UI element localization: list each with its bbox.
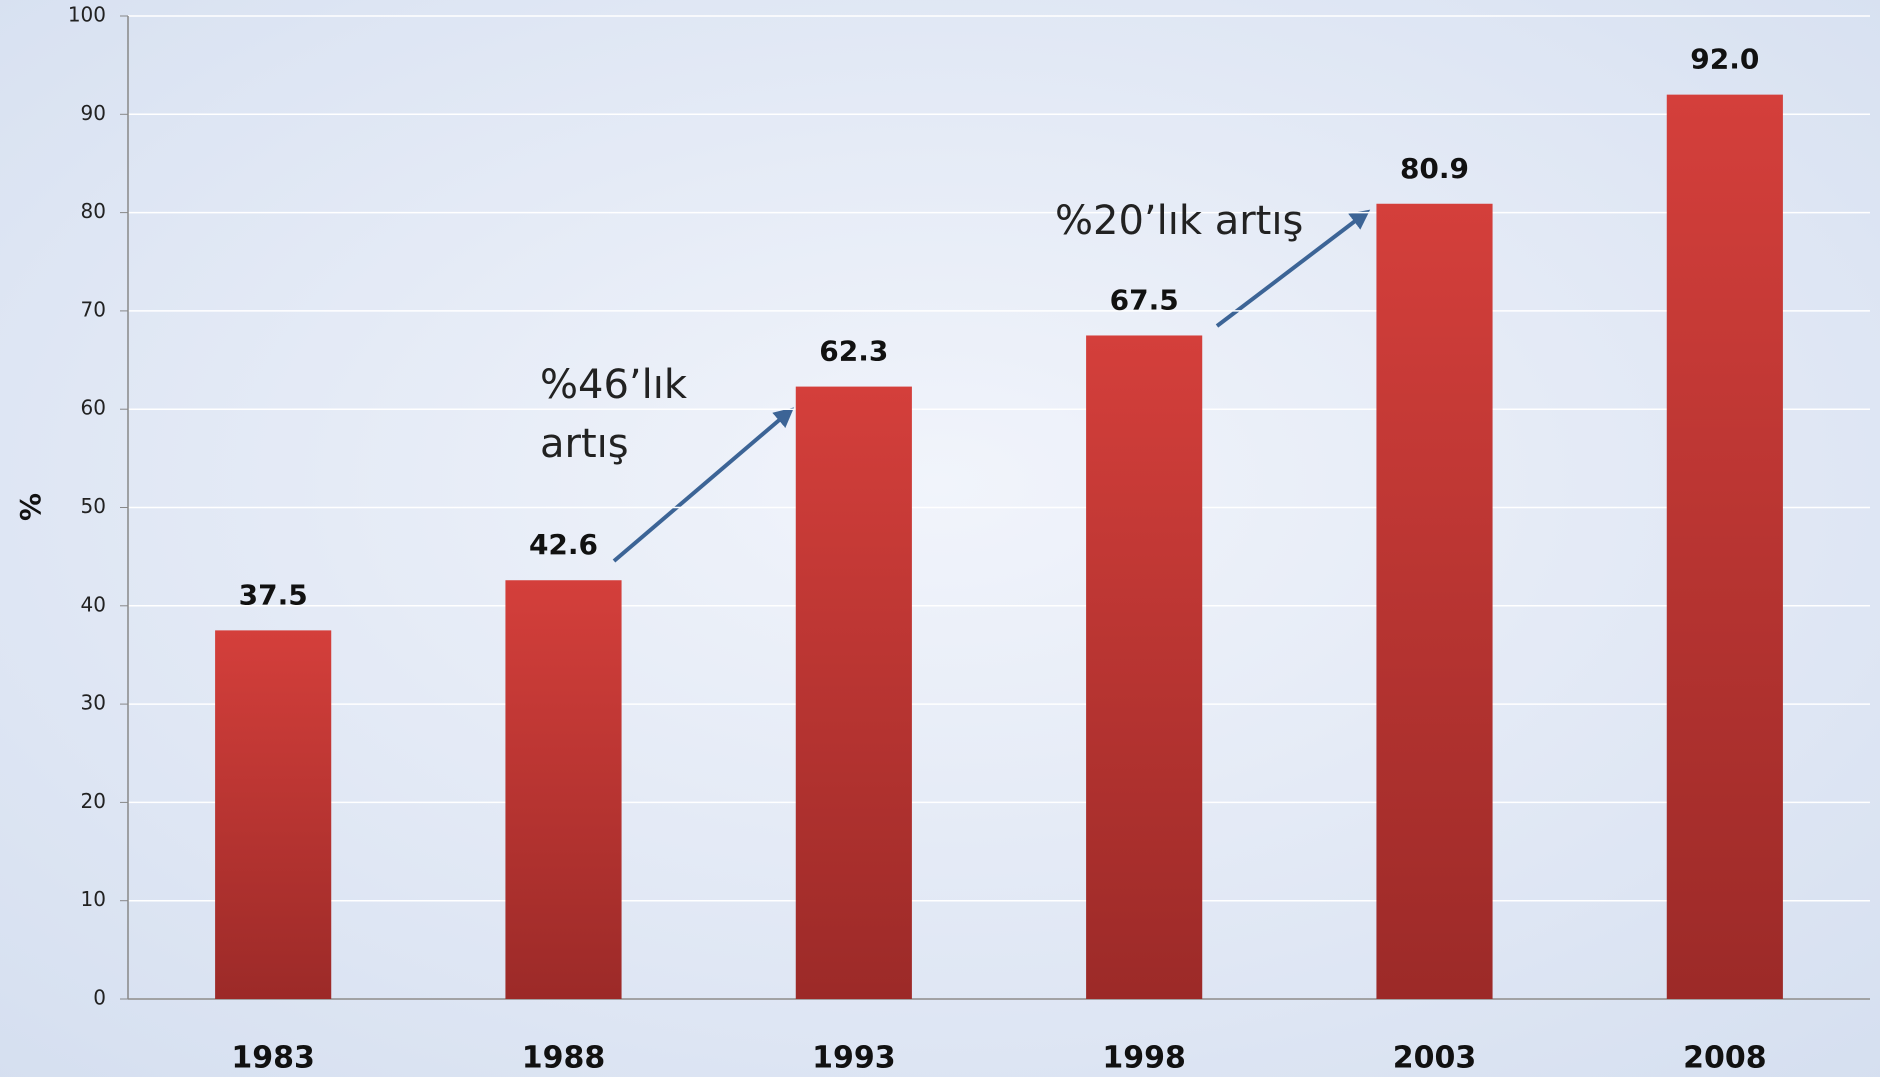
- y-tick-label: 40: [81, 592, 106, 616]
- y-tick-label: 20: [81, 789, 106, 813]
- arrow: [612, 407, 795, 563]
- bar: [1376, 203, 1493, 1000]
- x-tick-label: 2008: [1683, 1041, 1767, 1076]
- x-tick-label: 1998: [1102, 1041, 1186, 1076]
- y-axis-label: %: [14, 493, 47, 521]
- value-label: 80.9: [1400, 152, 1469, 185]
- bar: [1666, 94, 1783, 999]
- y-tick-label: 60: [81, 396, 106, 420]
- value-label: 37.5: [239, 578, 308, 611]
- x-tick-label: 1983: [231, 1041, 315, 1076]
- y-tick-label: 30: [81, 691, 106, 715]
- arrow: [1215, 209, 1371, 328]
- y-tick-label: 0: [93, 986, 106, 1010]
- y-tick-label: 90: [81, 101, 106, 125]
- y-tick-label: 80: [81, 199, 106, 223]
- bar: [795, 386, 912, 999]
- y-tick-label: 70: [81, 297, 106, 321]
- value-label: 42.6: [529, 528, 598, 561]
- value-label: 92.0: [1690, 43, 1759, 76]
- y-tick-label: 10: [81, 887, 106, 911]
- annotation: %46’lık: [540, 362, 688, 408]
- bar: [505, 580, 622, 999]
- bar: [1086, 335, 1203, 1000]
- x-tick-label: 1988: [522, 1041, 606, 1076]
- value-label: 67.5: [1110, 283, 1179, 316]
- annotation: artış: [540, 421, 629, 467]
- value-label: 62.3: [819, 335, 888, 368]
- y-tick-label: 100: [68, 3, 106, 27]
- x-tick-label: 2003: [1393, 1041, 1477, 1076]
- x-tick-label: 1993: [812, 1041, 896, 1076]
- annotation: %20’lık artış: [1055, 198, 1303, 244]
- y-tick-label: 50: [81, 494, 106, 518]
- bar: [215, 630, 332, 999]
